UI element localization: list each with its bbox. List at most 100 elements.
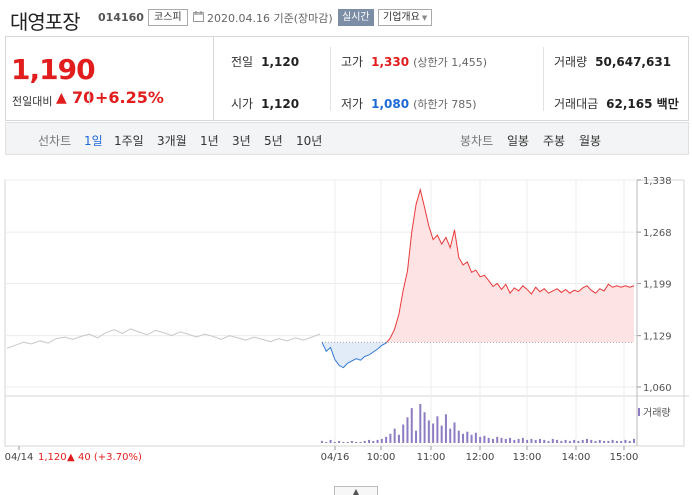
tab-3month[interactable]: 3개월 (157, 134, 187, 148)
tab-1week[interactable]: 1주일 (114, 134, 144, 148)
volume-bar (415, 430, 418, 443)
volume-bar (615, 440, 618, 443)
up-arrow-icon: ▲ (56, 90, 67, 106)
stock-name: 대영포장 (10, 10, 81, 34)
tab-3year[interactable]: 3년 (232, 134, 251, 148)
realtime-button[interactable]: 실시간 (338, 9, 374, 26)
tab-monthly-candle[interactable]: 월봉 (579, 134, 602, 148)
tab-weekly-candle[interactable]: 주봉 (543, 134, 566, 148)
volume-bar (346, 441, 349, 443)
volume-bar (491, 438, 494, 443)
volume-bar (389, 433, 392, 443)
volume-bar (500, 437, 503, 443)
volume-bar (329, 439, 332, 443)
y-tick-label: 1,199 (643, 280, 672, 291)
volume-bar (368, 439, 371, 443)
x-tick-label: 14:00 (562, 452, 591, 463)
market-badge: 코스피 (148, 9, 188, 26)
volume-bar (376, 439, 379, 443)
volume-bar (325, 441, 328, 443)
x-tick-label: 04/14 (5, 452, 34, 463)
low-value: 1,080 (371, 97, 410, 111)
volume-bar (556, 439, 559, 443)
x-tick-label: 04/16 (321, 452, 350, 463)
today-series-down (321, 342, 388, 369)
volume-cell: 거래량 50,647,631 (554, 53, 671, 70)
volume-bar (598, 439, 601, 443)
volume-bar (521, 437, 524, 443)
volume-bar (560, 440, 563, 443)
x-tick-label: 12:00 (466, 452, 495, 463)
volume-bar (517, 438, 520, 443)
volume-bar (453, 422, 456, 443)
tab-1day[interactable]: 1일 (84, 134, 103, 148)
price-chart-svg: 1,338 1,268 1,199 1,129 1,060 04/14 04/16 10:00… (4, 176, 689, 463)
tab-1year[interactable]: 1년 (200, 134, 219, 148)
high-value: 1,330 (371, 55, 410, 69)
volume-bar (487, 437, 490, 443)
company-overview-button[interactable]: 기업개요 ▼ (378, 9, 433, 26)
tab-daily-candle[interactable]: 일봉 (507, 134, 530, 148)
volume-bar (624, 439, 627, 443)
stock-code: 014160 (98, 11, 144, 24)
volume-bar (338, 440, 341, 443)
volume-bar (573, 439, 576, 443)
company-overview-label: 기업개요 (383, 12, 420, 23)
base-date: 2020.04.16 기준(장마감) (207, 12, 333, 25)
volume-bar (380, 438, 383, 443)
volume-legend-swatch (638, 408, 640, 416)
volume-label: 거래량 (554, 55, 588, 69)
open-label: 시가 (231, 97, 254, 111)
volume-bar (444, 414, 447, 443)
collapse-handle[interactable]: ▲ (334, 486, 378, 495)
volume-bar (633, 438, 635, 443)
prev-day-change: 40 (+3.70%) (78, 452, 142, 463)
divider (89, 91, 90, 105)
volume-bar (513, 439, 516, 443)
volume-bar (432, 423, 435, 443)
volume-bar (372, 440, 375, 443)
current-price: 1,190 (11, 53, 96, 86)
volume-bar (457, 430, 460, 443)
x-tick-label: 11:00 (417, 452, 446, 463)
low-label: 저가 (341, 97, 364, 111)
tab-10year[interactable]: 10년 (296, 134, 323, 148)
volume-bar (474, 432, 477, 443)
y-tick-label: 1,338 (643, 176, 672, 187)
volume-bar (611, 439, 614, 443)
volume-bar (393, 428, 396, 443)
volume-bar (547, 440, 550, 443)
volume-bar (509, 437, 512, 443)
volume-bar (466, 431, 469, 443)
volume-bar (620, 440, 623, 443)
volume-bar (504, 438, 507, 443)
prev-day-arrow: ▲ (67, 452, 75, 463)
low-cell: 저가 1,080 (하한가 785) (341, 95, 477, 112)
volume-bar (359, 441, 362, 443)
volume-bar (423, 412, 426, 443)
price-panel: 1,190 전일대비 ▲ 70 +6.25% 전일 1,120 시가 1,120 고… (5, 36, 689, 121)
volume-bar (385, 436, 388, 443)
y-tick-label: 1,129 (643, 332, 672, 343)
amount-label: 거래대금 (554, 97, 599, 111)
upper-limit: (상한가 1,455) (413, 56, 487, 69)
volume-bar (321, 440, 323, 443)
volume-bar (581, 439, 584, 443)
volume-bar (350, 440, 353, 443)
prev-close-value: 1,120 (261, 55, 300, 69)
prev-day-series (6, 328, 321, 349)
stock-header: 대영포장 014160 코스피 2020.04.16 기준(장마감) 실시간 기… (0, 0, 692, 36)
change-percent: +6.25% (95, 88, 164, 107)
volume-bar (526, 439, 529, 443)
current-price-box: 1,190 전일대비 ▲ 70 +6.25% (6, 37, 214, 120)
volume-bar (397, 434, 400, 443)
volume-bar (628, 440, 631, 443)
x-tick-label: 10:00 (367, 452, 396, 463)
today-series-up (322, 187, 635, 343)
x-tick-label: 15:00 (610, 452, 639, 463)
volume-bar (363, 440, 366, 443)
volume-bar (355, 441, 358, 443)
high-label: 고가 (341, 55, 364, 69)
tab-5year[interactable]: 5년 (264, 134, 283, 148)
volume-bar (462, 433, 465, 443)
